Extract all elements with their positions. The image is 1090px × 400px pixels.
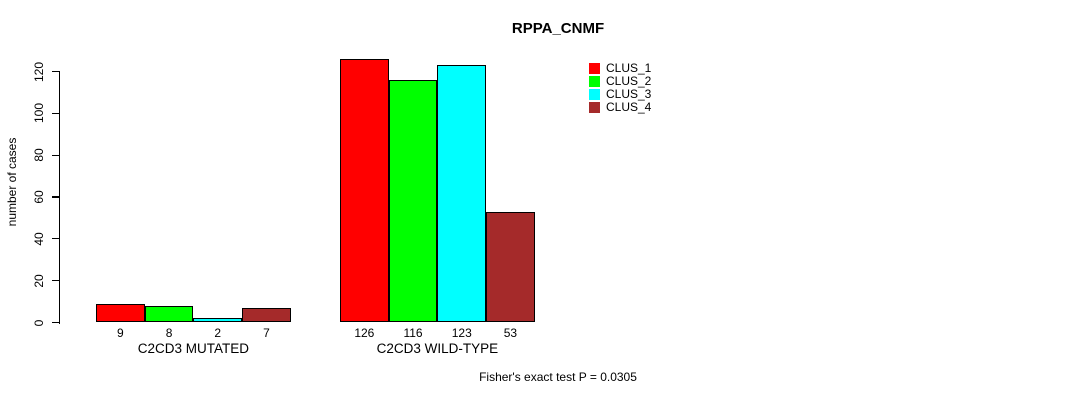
legend-item: CLUS_3 [589, 87, 652, 101]
legend-label: CLUS_1 [606, 61, 652, 75]
y-axis-tick [51, 112, 59, 114]
y-axis-tick [51, 280, 59, 282]
y-axis-tick [51, 321, 59, 324]
y-axis-tick-label: 100 [32, 103, 46, 124]
bar-value-label: 116 [403, 326, 423, 340]
bar-clus_4-c2cd3-mutated [242, 307, 291, 323]
y-axis-tick-label: 0 [32, 319, 46, 326]
legend-label: CLUS_4 [606, 100, 652, 114]
category-label: C2CD3 MUTATED [137, 341, 250, 356]
bar-clus_2-c2cd3-wild-type [388, 79, 438, 323]
bar-value-label: 2 [214, 326, 222, 340]
legend-label: CLUS_3 [606, 87, 652, 101]
bar-clus_3-c2cd3-wild-type [437, 65, 487, 323]
bar-value-label: 7 [263, 326, 270, 340]
bar-value-label: 123 [451, 326, 472, 340]
bar-clus_1-c2cd3-mutated [96, 303, 145, 323]
y-axis-tick-label: 40 [32, 232, 46, 246]
legend-item: CLUS_1 [589, 61, 652, 75]
y-axis-tick-label: 120 [32, 61, 46, 82]
y-axis-tick-label: 60 [32, 190, 46, 204]
bar-value-label: 53 [503, 326, 518, 340]
category-label: C2CD3 WILD-TYPE [376, 341, 499, 356]
y-axis-tick [51, 154, 59, 156]
bar-clus_1-c2cd3-wild-type [340, 58, 389, 323]
legend-swatch [589, 63, 600, 74]
y-axis-tick-label: 80 [32, 148, 46, 162]
legend-item: CLUS_2 [589, 74, 652, 88]
legend: CLUS_1 CLUS_2 CLUS_3 CLUS_4 [589, 61, 652, 115]
y-axis-tick [51, 196, 59, 198]
bar-value-label: 126 [354, 326, 375, 340]
y-axis-title: number of cases [5, 137, 19, 227]
y-axis-tick [51, 238, 59, 240]
y-axis-tick-label: 20 [32, 273, 46, 288]
legend-swatch [589, 102, 600, 113]
bar-clus_3-c2cd3-mutated [193, 318, 243, 323]
annotation-text: Fisher's exact test P = 0.0305 [479, 370, 637, 384]
bar-value-label: 8 [165, 326, 173, 340]
legend-label: CLUS_2 [606, 74, 652, 88]
bar-clus_4-c2cd3-wild-type [486, 211, 535, 323]
bar-value-label: 9 [117, 326, 124, 340]
bar-clus_2-c2cd3-mutated [144, 305, 194, 323]
legend-swatch [589, 89, 600, 100]
y-axis-line [58, 71, 60, 324]
legend-item: CLUS_4 [589, 100, 652, 114]
legend-swatch [589, 76, 600, 87]
y-axis-tick [51, 70, 59, 73]
chart-title: RPPA_CNMF [511, 20, 605, 37]
